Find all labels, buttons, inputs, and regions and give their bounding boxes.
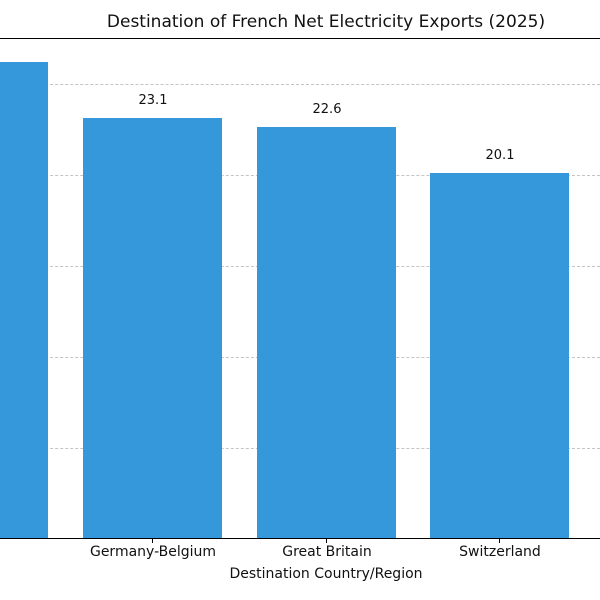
x-tick-label-great-britain: Great Britain <box>282 544 372 560</box>
bar-switzerland <box>430 173 569 538</box>
value-label-great-britain: 22.6 <box>312 102 342 117</box>
chart-title: Destination of French Net Electricity Ex… <box>106 12 546 32</box>
x-tick-great-britain <box>326 538 327 543</box>
value-label-germany-belgium: 23.1 <box>138 93 168 108</box>
x-tick-label-germany-belgium: Germany-Belgium <box>89 544 217 560</box>
gridline-25 <box>0 84 600 85</box>
bar-germany-belgium <box>83 118 222 538</box>
x-tick-switzerland <box>499 538 500 543</box>
top-spine <box>0 38 600 39</box>
x-tick-label-switzerland: Switzerland <box>459 544 541 560</box>
x-axis-title: Destination Country/Region <box>229 566 423 582</box>
x-tick-germany-belgium <box>152 538 153 543</box>
bar-great-britain <box>257 127 396 538</box>
bar-cropped <box>0 62 48 538</box>
x-axis-line <box>0 538 600 539</box>
value-label-switzerland: 20.1 <box>485 148 515 163</box>
